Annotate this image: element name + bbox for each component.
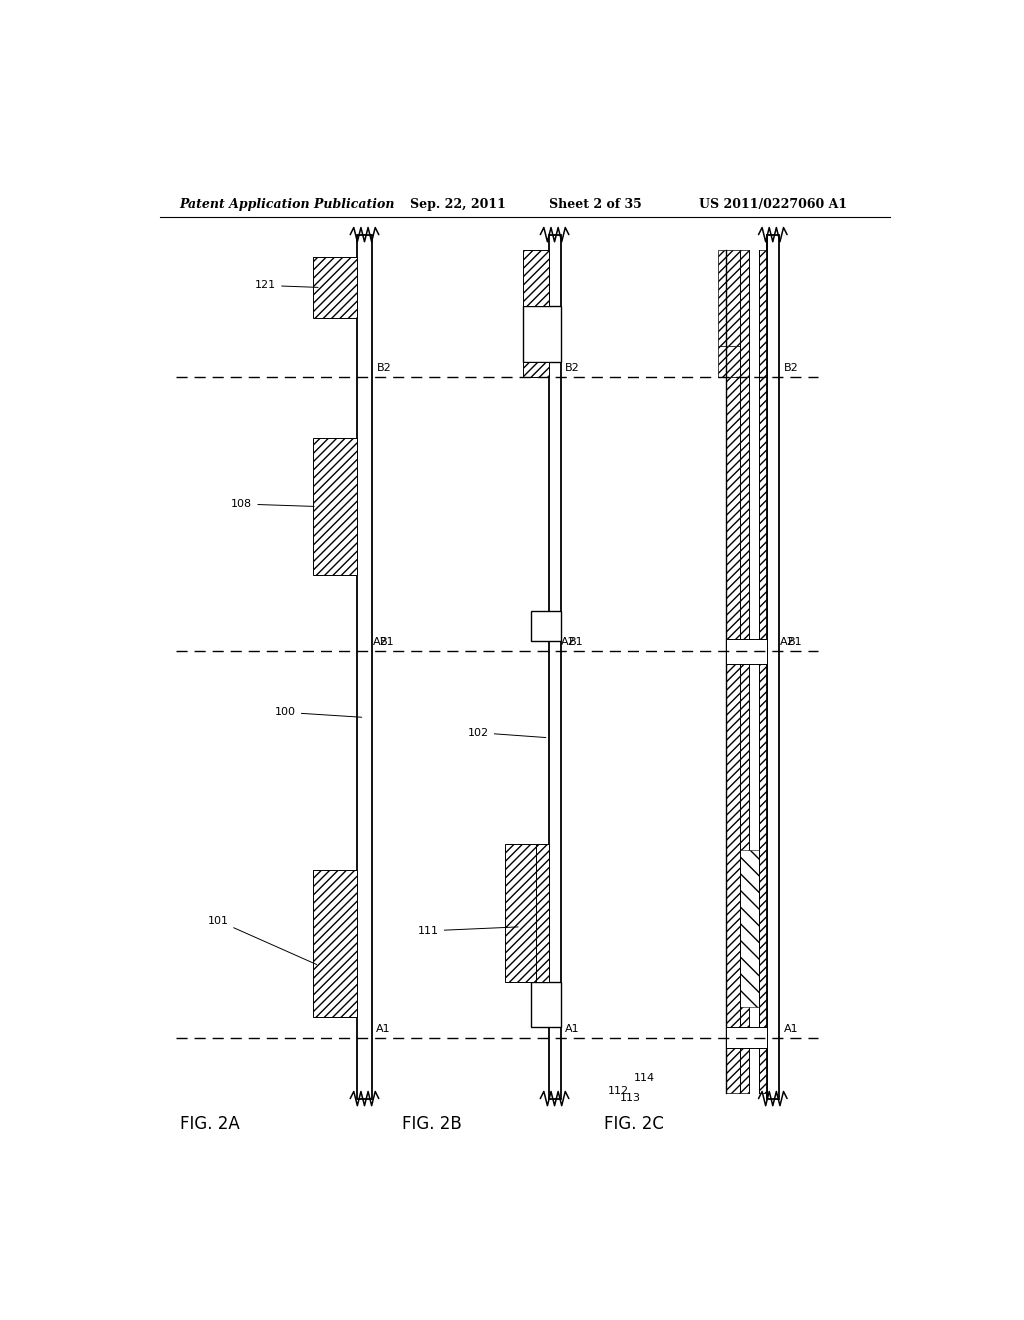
Bar bbox=[356, 235, 373, 1098]
Bar bbox=[726, 1027, 767, 1048]
Text: B2: B2 bbox=[565, 363, 580, 372]
Bar bbox=[726, 651, 740, 1038]
Bar bbox=[523, 362, 549, 378]
Text: 101: 101 bbox=[207, 916, 316, 965]
Text: 121: 121 bbox=[255, 280, 318, 290]
Bar bbox=[313, 438, 356, 576]
Bar bbox=[726, 639, 767, 664]
Text: 102: 102 bbox=[468, 727, 546, 738]
Bar bbox=[750, 1038, 759, 1093]
Text: Sheet 2 of 35: Sheet 2 of 35 bbox=[549, 198, 641, 211]
Bar bbox=[759, 378, 767, 651]
Text: FIG. 2A: FIG. 2A bbox=[179, 1115, 240, 1133]
Bar bbox=[505, 845, 537, 982]
Text: 108: 108 bbox=[231, 499, 314, 510]
Text: 113: 113 bbox=[620, 1093, 641, 1102]
Text: A1: A1 bbox=[377, 1023, 391, 1034]
Bar bbox=[313, 257, 356, 318]
Bar bbox=[549, 235, 560, 1098]
Text: A2: A2 bbox=[779, 638, 795, 647]
Bar bbox=[740, 651, 750, 1038]
Text: 100: 100 bbox=[274, 708, 361, 717]
Bar bbox=[759, 651, 767, 1038]
Text: Sep. 22, 2011: Sep. 22, 2011 bbox=[410, 198, 506, 211]
Text: FIG. 2C: FIG. 2C bbox=[604, 1115, 664, 1133]
Text: A2: A2 bbox=[561, 638, 577, 647]
Text: 112: 112 bbox=[608, 1086, 630, 1097]
Bar bbox=[523, 306, 560, 362]
Bar bbox=[523, 249, 549, 306]
Text: B2: B2 bbox=[783, 363, 799, 372]
Bar bbox=[759, 249, 767, 378]
Bar bbox=[750, 249, 759, 378]
Bar bbox=[718, 346, 740, 378]
Bar bbox=[726, 378, 740, 651]
Bar bbox=[726, 1038, 740, 1093]
Bar bbox=[740, 378, 750, 651]
Text: US 2011/0227060 A1: US 2011/0227060 A1 bbox=[699, 198, 848, 211]
Text: A1: A1 bbox=[783, 1023, 798, 1034]
Text: B1: B1 bbox=[380, 638, 395, 647]
Bar bbox=[750, 651, 759, 1038]
Bar bbox=[536, 845, 549, 982]
Text: B1: B1 bbox=[569, 638, 584, 647]
Text: A1: A1 bbox=[565, 1023, 580, 1034]
Text: 114: 114 bbox=[634, 1073, 654, 1084]
Text: FIG. 2B: FIG. 2B bbox=[401, 1115, 462, 1133]
Bar bbox=[718, 249, 740, 346]
Bar bbox=[750, 378, 759, 651]
Bar bbox=[767, 235, 778, 1098]
Bar bbox=[759, 1038, 767, 1093]
Text: B1: B1 bbox=[787, 638, 802, 647]
Bar bbox=[313, 870, 356, 1018]
Bar bbox=[531, 611, 560, 642]
Bar bbox=[740, 1038, 750, 1093]
Text: 111: 111 bbox=[418, 925, 518, 936]
Text: A2: A2 bbox=[373, 638, 387, 647]
Text: B2: B2 bbox=[377, 363, 391, 372]
Text: Patent Application Publication: Patent Application Publication bbox=[179, 198, 395, 211]
Bar bbox=[531, 982, 560, 1027]
Bar bbox=[740, 850, 759, 1007]
Bar bbox=[740, 249, 750, 378]
